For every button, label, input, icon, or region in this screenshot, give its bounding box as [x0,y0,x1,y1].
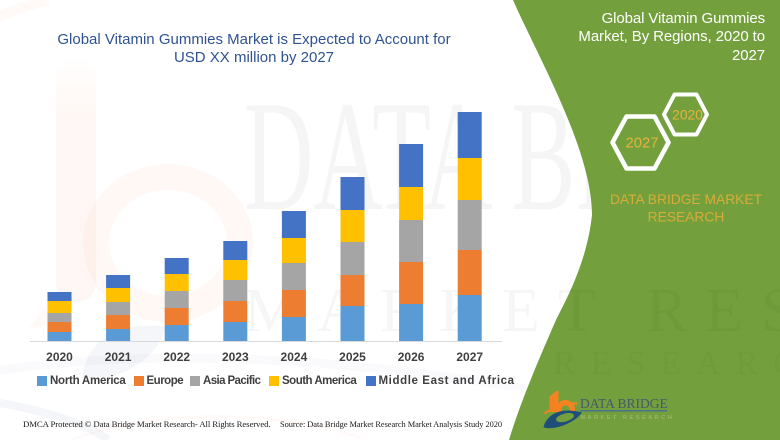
svg-text:2022: 2022 [163,350,190,364]
svg-text:RESEARCH: RESEARCH [648,210,725,225]
svg-text:2020: 2020 [46,350,73,364]
svg-text:2024: 2024 [281,350,308,364]
svg-text:2021: 2021 [105,350,132,364]
svg-text:2020: 2020 [672,108,703,123]
svg-text:2025: 2025 [339,350,366,364]
svg-text:DATA BRIDGE MARKET: DATA BRIDGE MARKET [610,192,763,207]
svg-text:DATA BRIDGE: DATA BRIDGE [580,396,668,411]
svg-text:MARKET RESEARCH: MARKET RESEARCH [581,415,675,421]
svg-text:2027: 2027 [456,350,483,364]
svg-text:2023: 2023 [222,350,249,364]
svg-text:2027: 2027 [626,136,659,152]
svg-text:2026: 2026 [398,350,425,364]
